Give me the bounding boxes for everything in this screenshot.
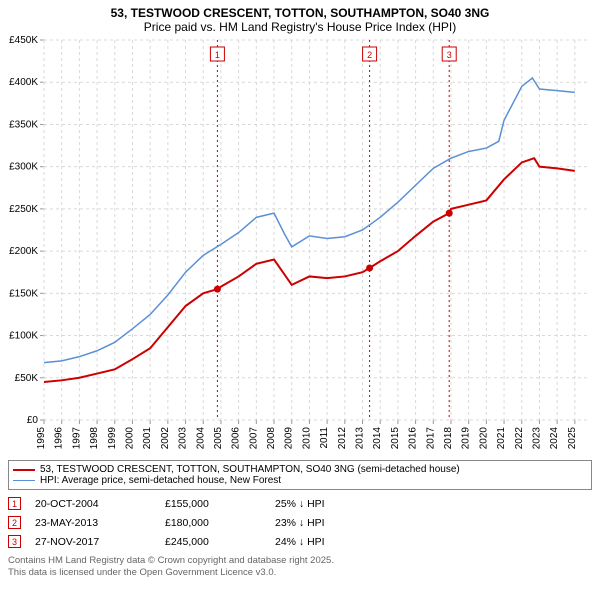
title-address: 53, TESTWOOD CRESCENT, TOTTON, SOUTHAMPT… — [0, 6, 600, 20]
title-block: 53, TESTWOOD CRESCENT, TOTTON, SOUTHAMPT… — [0, 0, 600, 34]
xtick-label: 2004 — [195, 427, 206, 450]
xtick-label: 1999 — [107, 427, 118, 450]
chart-container: £0 £50K £100K £150K £200K £250K £300K £350K £400… — [0, 34, 600, 454]
xtick-label: 2025 — [567, 427, 578, 450]
xtick-label: 2013 — [355, 427, 366, 450]
legend-box: 53, TESTWOOD CRESCENT, TOTTON, SOUTHAMPT… — [8, 460, 592, 490]
transaction-row: 3 27-NOV-2017£245,00024% ↓ HPI — [8, 532, 592, 551]
transaction-row-diff: 23% ↓ HPI — [275, 517, 325, 529]
xtick-label: 2012 — [337, 427, 348, 450]
transaction-marker-num: 2 — [367, 50, 372, 60]
transaction-table: 1 20-OCT-2004£155,00025% ↓ HPI 2 23-MAY-201… — [8, 494, 592, 551]
ytick-label: £200K — [9, 246, 38, 257]
footer: Contains HM Land Registry data © Crown c… — [8, 555, 592, 579]
transaction-row: 1 20-OCT-2004£155,00025% ↓ HPI — [8, 494, 592, 513]
transaction-row-price: £155,000 — [165, 498, 275, 510]
transaction-row-diff: 25% ↓ HPI — [275, 498, 325, 510]
xtick-label: 2008 — [266, 427, 277, 450]
xtick-label: 2011 — [319, 427, 330, 449]
transaction-row-marker: 1 — [8, 497, 21, 510]
ytick-label: £100K — [9, 331, 38, 342]
xtick-label: 1996 — [54, 427, 65, 450]
legend-row: 53, TESTWOOD CRESCENT, TOTTON, SOUTHAMPT… — [13, 464, 587, 475]
xtick-label: 2024 — [549, 427, 560, 450]
title-subtitle: Price paid vs. HM Land Registry's House … — [0, 20, 600, 34]
xtick-label: 1998 — [89, 427, 100, 450]
transaction-row-marker: 2 — [8, 516, 21, 529]
xtick-label: 2016 — [408, 427, 419, 450]
ytick-label: £450K — [9, 35, 38, 46]
xtick-label: 2006 — [231, 427, 242, 450]
xtick-label: 2023 — [531, 427, 542, 450]
ytick-label: £300K — [9, 162, 38, 173]
xtick-label: 2017 — [425, 427, 436, 450]
ytick-label: £350K — [9, 119, 38, 130]
xtick-label: 2019 — [461, 427, 472, 450]
xtick-label: 2009 — [284, 427, 295, 450]
xtick-label: 2001 — [142, 427, 153, 450]
legend-label: HPI: Average price, semi-detached house,… — [40, 475, 281, 486]
xtick-label: 2022 — [514, 427, 525, 450]
transaction-row-marker: 3 — [8, 535, 21, 548]
transaction-row-diff: 24% ↓ HPI — [275, 536, 325, 548]
xtick-label: 2015 — [390, 427, 401, 450]
legend-swatch — [13, 480, 35, 481]
transaction-row: 2 23-MAY-2013£180,00023% ↓ HPI — [8, 513, 592, 532]
xtick-label: 2000 — [124, 427, 135, 450]
transaction-row-price: £245,000 — [165, 536, 275, 548]
legend-swatch — [13, 469, 35, 471]
xtick-label: 2003 — [178, 427, 189, 450]
xtick-label: 2021 — [496, 427, 507, 450]
xtick-label: 2018 — [443, 427, 454, 450]
xtick-label: 1997 — [71, 427, 82, 450]
transaction-marker-num: 1 — [215, 50, 220, 60]
legend-row: HPI: Average price, semi-detached house,… — [13, 475, 587, 486]
transaction-row-price: £180,000 — [165, 517, 275, 529]
transaction-marker-num: 3 — [447, 50, 452, 60]
transaction-row-date: 27-NOV-2017 — [35, 536, 165, 548]
ytick-label: £250K — [9, 204, 38, 215]
ytick-label: £400K — [9, 77, 38, 88]
transaction-row-date: 20-OCT-2004 — [35, 498, 165, 510]
footer-line1: Contains HM Land Registry data © Crown c… — [8, 555, 592, 567]
legend-label: 53, TESTWOOD CRESCENT, TOTTON, SOUTHAMPT… — [40, 464, 460, 475]
ytick-label: £0 — [27, 415, 39, 426]
transaction-row-date: 23-MAY-2013 — [35, 517, 165, 529]
xtick-label: 2005 — [213, 427, 224, 450]
xtick-label: 1995 — [36, 427, 47, 450]
xtick-label: 2010 — [301, 427, 312, 450]
footer-line2: This data is licensed under the Open Gov… — [8, 567, 592, 579]
xtick-label: 2020 — [478, 427, 489, 450]
xtick-label: 2014 — [372, 427, 383, 450]
xtick-label: 2007 — [248, 427, 259, 450]
ytick-label: £50K — [15, 373, 39, 384]
xtick-label: 2002 — [160, 427, 171, 450]
ytick-label: £150K — [9, 288, 38, 299]
chart-svg: £0 £50K £100K £150K £200K £250K £300K £350K £400… — [0, 34, 600, 454]
